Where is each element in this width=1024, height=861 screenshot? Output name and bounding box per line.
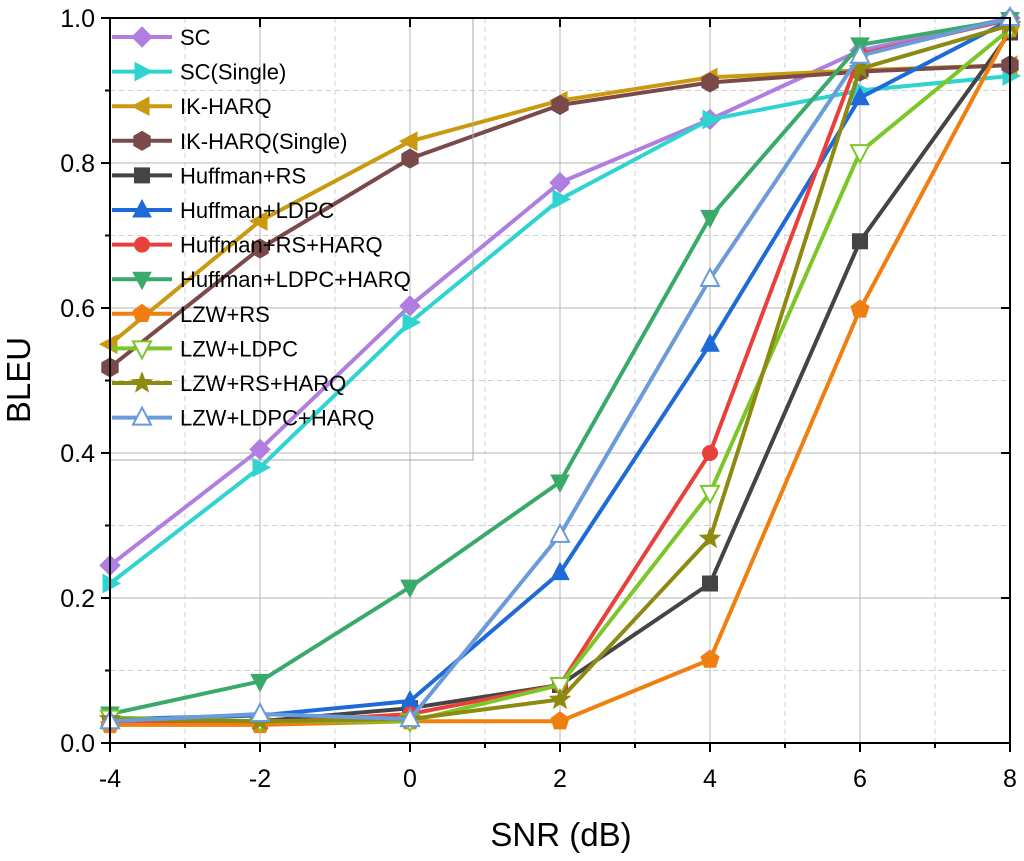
data-point bbox=[548, 687, 572, 710]
legend-entry-sc: SC bbox=[112, 25, 211, 50]
x-tick-label: 6 bbox=[853, 765, 867, 793]
data-point bbox=[401, 148, 419, 169]
legend-marker bbox=[132, 198, 152, 218]
legend-label: Huffman+LDPC+HARQ bbox=[180, 267, 411, 292]
legend-entry-huffman-ldpc: Huffman+LDPC bbox=[112, 198, 334, 223]
y-tick-label: 0.8 bbox=[60, 150, 95, 178]
legend-entry-lzw-ldpc: LZW+LDPC bbox=[112, 336, 298, 361]
data-point bbox=[399, 706, 421, 728]
data-point bbox=[852, 233, 868, 250]
y-tick-label: 0.2 bbox=[60, 585, 95, 613]
legend-marker bbox=[131, 340, 153, 361]
data-point bbox=[849, 144, 871, 165]
legend-label: LZW+RS bbox=[180, 302, 270, 327]
y-tick-label: 1.0 bbox=[60, 5, 95, 33]
legend-entry-huffman-ldpc-harq: Huffman+LDPC+HARQ bbox=[112, 267, 411, 292]
data-point bbox=[549, 677, 571, 698]
data-point bbox=[549, 522, 571, 543]
data-point bbox=[850, 86, 870, 106]
legend-marker bbox=[130, 96, 150, 117]
legend-marker bbox=[130, 371, 154, 393]
legend-marker bbox=[131, 26, 153, 48]
data-point bbox=[251, 238, 269, 259]
legend-entry-lzw-rs-harq: LZW+RS+HARQ bbox=[112, 371, 346, 396]
legend: SC SC(Single) IK-HARQ IK-HARQ(Single) Huffma… bbox=[109, 17, 474, 461]
legend-entry-huffman-rs: Huffman+RS bbox=[112, 163, 306, 188]
legend-label: SC bbox=[180, 25, 211, 50]
data-point bbox=[702, 109, 722, 130]
legend-marker bbox=[132, 303, 152, 322]
legend-entry-sc-single: SC(Single) bbox=[112, 60, 286, 85]
data-point bbox=[699, 484, 721, 506]
x-axis-title: SNR (dB) bbox=[490, 816, 631, 853]
data-point bbox=[849, 43, 871, 64]
legend-entry-lzw-ldpc-harq: LZW+LDPC+HARQ bbox=[112, 405, 374, 431]
legend-label: SC(Single) bbox=[180, 60, 286, 85]
x-tick-label: -4 bbox=[99, 765, 121, 793]
data-point bbox=[701, 72, 719, 93]
data-point bbox=[249, 438, 271, 461]
axes: -4 -2 0 2 4 6 8 0.0 0.2 0.4 0.6 0.8 1.0 bbox=[60, 5, 1017, 793]
data-point bbox=[250, 673, 270, 693]
data-point bbox=[702, 445, 718, 461]
data-point bbox=[700, 649, 720, 668]
series-lines bbox=[98, 5, 1022, 734]
data-point bbox=[400, 579, 420, 599]
legend-label: Huffman+RS bbox=[180, 163, 306, 188]
data-point bbox=[102, 573, 122, 594]
data-point bbox=[550, 561, 570, 581]
legend-marker bbox=[134, 236, 150, 253]
legend-label: Huffman+LDPC bbox=[180, 198, 334, 223]
y-axis-title: BLEU bbox=[0, 337, 37, 423]
data-point bbox=[551, 94, 569, 116]
data-point bbox=[549, 171, 571, 194]
legend-label: IK-HARQ(Single) bbox=[180, 129, 347, 154]
legend-label: LZW+LDPC+HARQ bbox=[180, 406, 374, 431]
data-point bbox=[249, 701, 271, 722]
data-point bbox=[552, 189, 572, 210]
legend-entry-ik-harq: IK-HARQ bbox=[112, 94, 272, 119]
data-point bbox=[850, 299, 870, 318]
legend-marker bbox=[134, 167, 150, 184]
legend-label: IK-HARQ bbox=[180, 94, 272, 119]
legend-marker bbox=[131, 405, 153, 426]
legend-label: LZW+RS+HARQ bbox=[180, 371, 346, 396]
data-point bbox=[700, 209, 720, 229]
data-point bbox=[98, 334, 118, 355]
data-point bbox=[550, 474, 570, 494]
data-point bbox=[550, 711, 570, 730]
y-tick-label: 0.6 bbox=[60, 295, 95, 323]
data-point bbox=[402, 312, 422, 333]
y-tick-label: 0.0 bbox=[60, 730, 95, 758]
x-tick-label: 0 bbox=[403, 765, 417, 793]
x-tick-label: 4 bbox=[703, 765, 717, 793]
data-point bbox=[248, 211, 268, 231]
x-tick-label: 2 bbox=[553, 765, 567, 793]
y-tick-label: 0.4 bbox=[60, 440, 95, 468]
legend-marker bbox=[133, 130, 151, 151]
data-point bbox=[398, 131, 418, 152]
legend-label: Huffman+RS+HARQ bbox=[180, 233, 383, 258]
data-point bbox=[399, 295, 421, 317]
data-point bbox=[700, 333, 720, 352]
data-point bbox=[702, 575, 718, 592]
legend-entry-ik-harq-single: IK-HARQ(Single) bbox=[112, 129, 347, 154]
legend-entry-huffman-rs-harq: Huffman+RS+HARQ bbox=[112, 233, 383, 258]
data-point bbox=[698, 526, 722, 549]
data-point bbox=[252, 457, 272, 478]
legend-marker bbox=[132, 271, 152, 291]
legend-marker bbox=[134, 61, 154, 82]
data-point bbox=[699, 266, 721, 287]
x-tick-label: -2 bbox=[249, 765, 271, 793]
legend-label: LZW+LDPC bbox=[180, 336, 298, 361]
legend-entry-lzw-rs: LZW+RS bbox=[112, 302, 270, 327]
x-tick-label: 8 bbox=[1003, 765, 1017, 793]
